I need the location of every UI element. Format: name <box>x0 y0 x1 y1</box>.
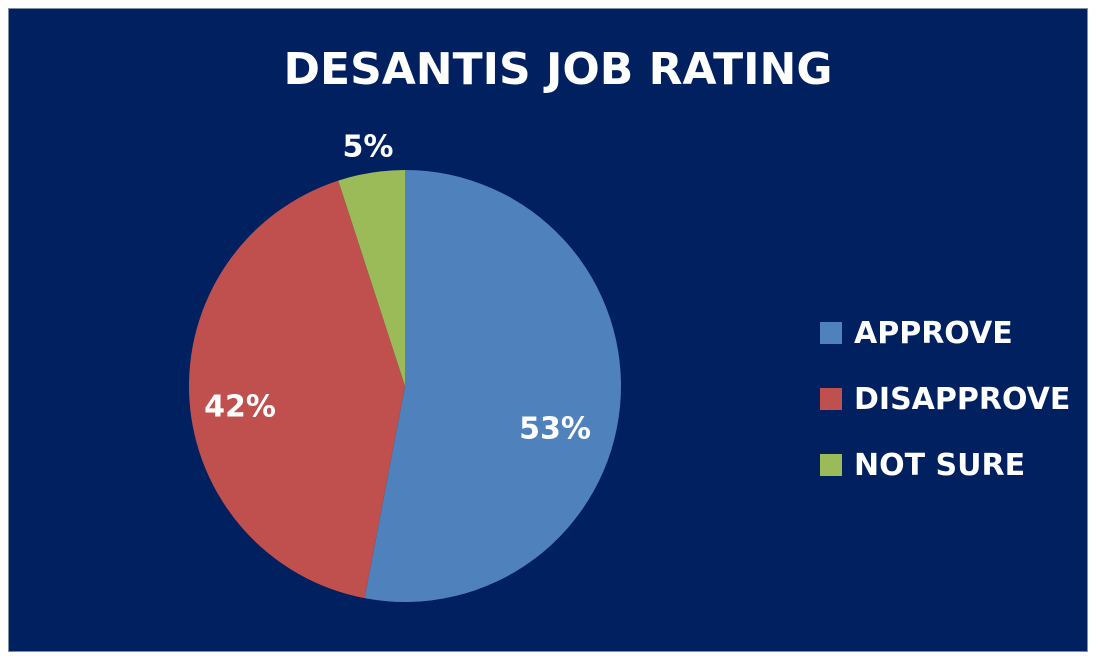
legend-item-approve: APPROVE <box>820 300 1070 366</box>
chart-title: DESANTIS JOB RATING <box>283 44 833 95</box>
legend-label-approve: APPROVE <box>854 315 1013 351</box>
legend-item-disapprove: DISAPPROVE <box>820 366 1070 432</box>
legend-label-disapprove: DISAPPROVE <box>854 381 1071 417</box>
slice-label-disapprove: 42% <box>204 390 276 425</box>
legend-swatch-not-sure <box>820 454 842 476</box>
pie-slice-not-sure <box>338 170 405 386</box>
legend-swatch-disapprove <box>820 388 842 410</box>
chart-legend: APPROVE DISAPPROVE NOT SURE <box>820 300 1070 498</box>
pie-slice-disapprove <box>188 180 405 599</box>
slice-label-approve: 53% <box>519 412 591 447</box>
pie-slice-approve <box>364 170 621 602</box>
legend-item-not-sure: NOT SURE <box>820 432 1070 498</box>
legend-label-not-sure: NOT SURE <box>854 447 1026 483</box>
slice-label-not-sure: 5% <box>343 130 394 165</box>
legend-swatch-approve <box>820 322 842 344</box>
